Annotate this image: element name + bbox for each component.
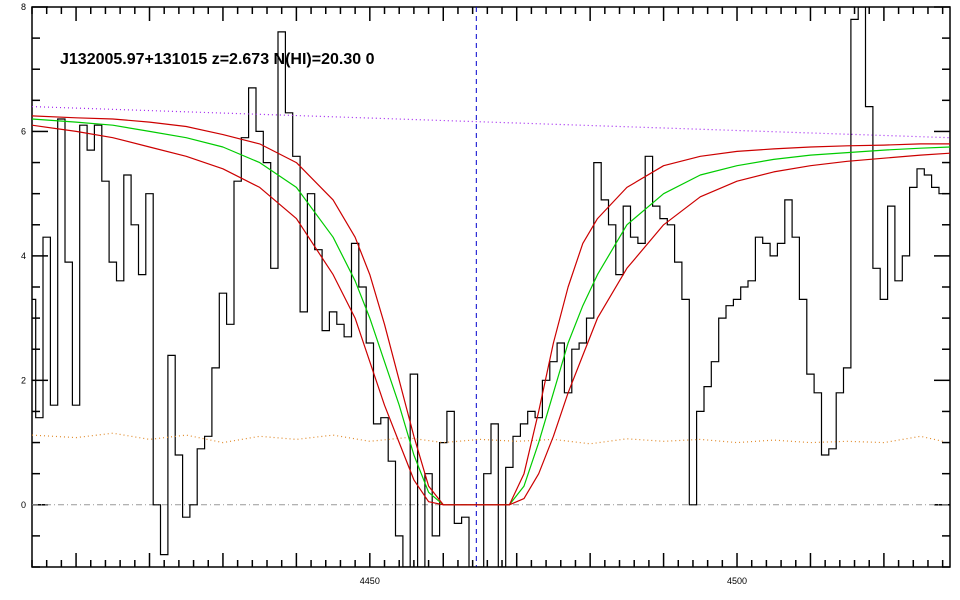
y-tick-label: 2 <box>21 375 26 385</box>
y-tick-label: 0 <box>21 500 26 510</box>
axis-ticks <box>31 6 950 568</box>
chart-title: J132005.97+131015 z=2.673 N(HI)=20.30 0 <box>60 51 375 68</box>
series-flux <box>32 7 947 567</box>
x-tick-label: 4450 <box>360 576 380 586</box>
axis-tick-labels: 0 2 4 6 8 4450 4500 <box>21 2 747 586</box>
series-continuum <box>32 106 950 139</box>
y-tick-label: 6 <box>21 126 26 136</box>
plot-frame <box>31 6 951 568</box>
plot-area <box>32 7 950 567</box>
series-error <box>32 432 943 445</box>
y-tick-label: 8 <box>21 2 26 12</box>
series-model-lower <box>32 124 950 506</box>
x-tick-label: 4500 <box>727 576 747 586</box>
y-tick-label: 4 <box>21 251 26 261</box>
